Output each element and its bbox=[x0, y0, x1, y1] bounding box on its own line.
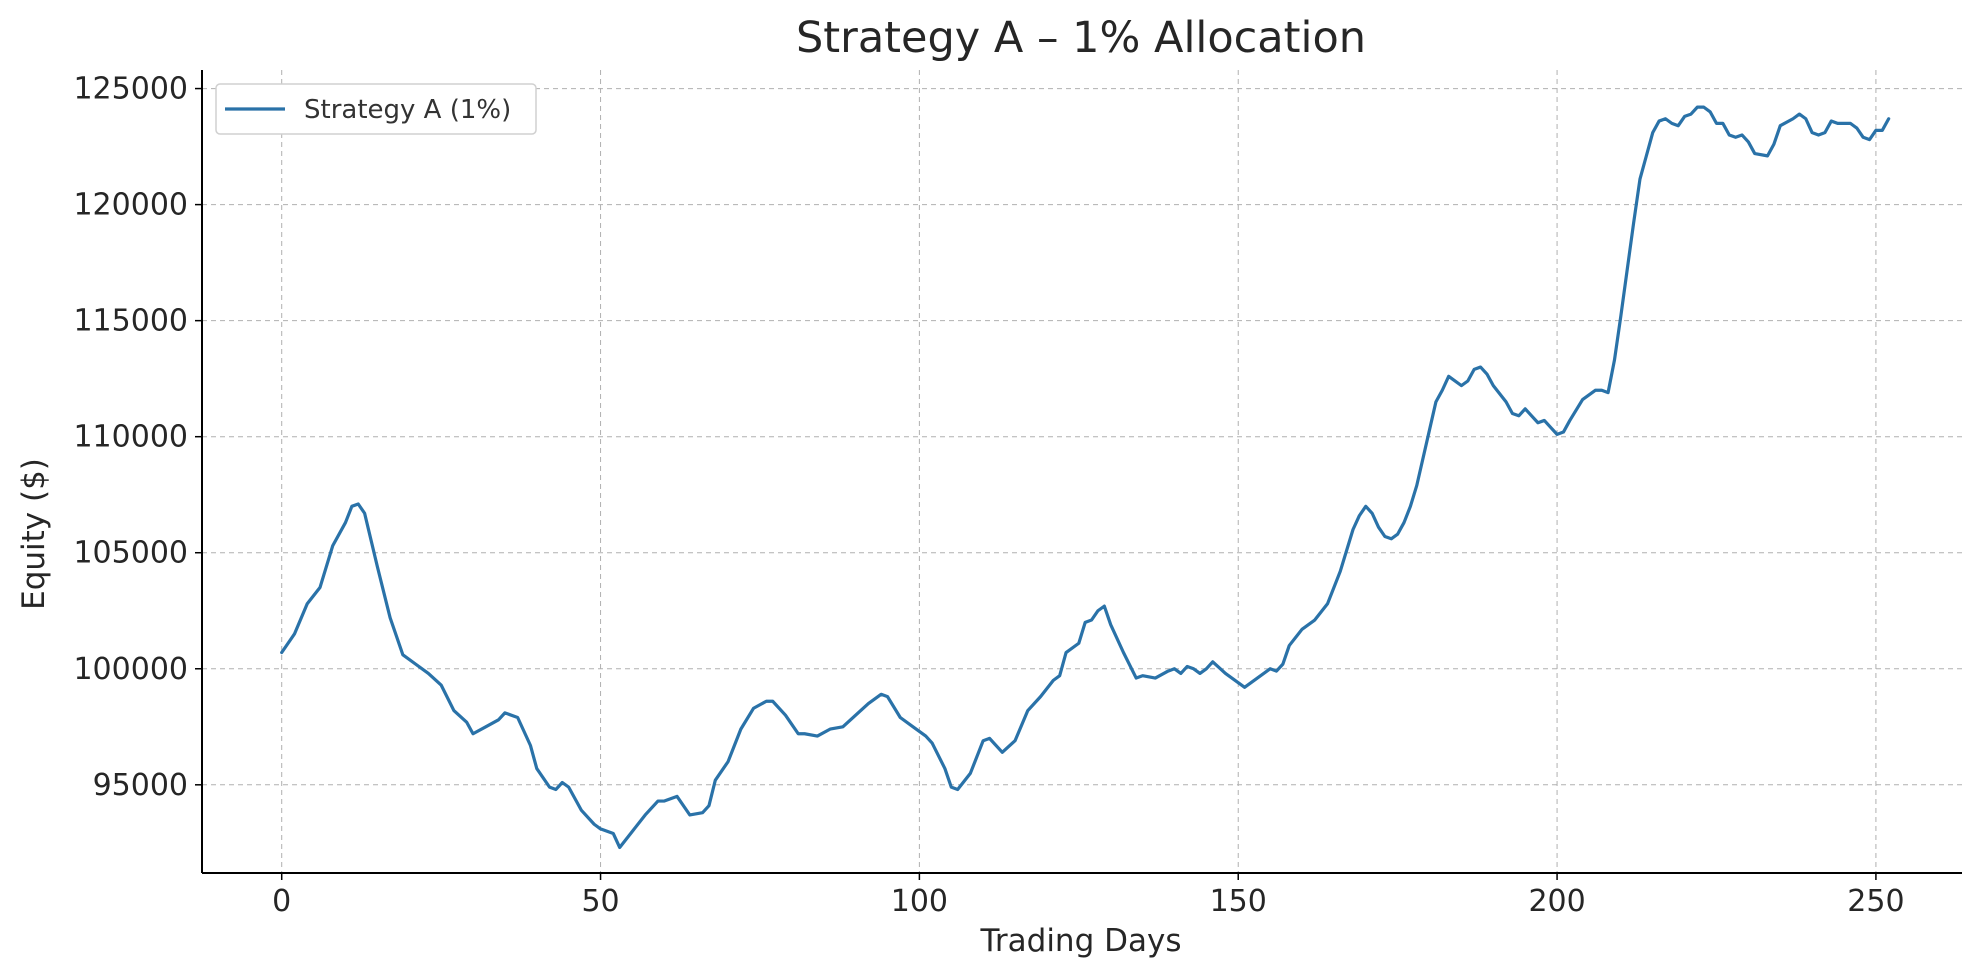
y-tick-label: 120000 bbox=[73, 188, 188, 223]
y-tick-label: 95000 bbox=[93, 768, 188, 803]
y-tick-label: 100000 bbox=[73, 652, 188, 687]
x-tick-label: 0 bbox=[272, 884, 291, 919]
y-tick-label: 125000 bbox=[73, 72, 188, 107]
x-axis-title: Trading Days bbox=[980, 923, 1182, 959]
x-tick-label: 50 bbox=[581, 884, 619, 919]
x-tick-label: 200 bbox=[1528, 884, 1585, 919]
x-tick-label: 100 bbox=[891, 884, 948, 919]
x-tick-label: 150 bbox=[1210, 884, 1267, 919]
y-tick-label: 115000 bbox=[73, 304, 188, 339]
legend: Strategy A (1%) bbox=[215, 83, 537, 135]
y-axis-title: Equity ($) bbox=[16, 458, 52, 610]
ticks-layer: 0 50 100 150 200 250 95000 100000 105000 110000 11… bbox=[73, 72, 1904, 919]
series-layer bbox=[280, 105, 1891, 850]
grid-layer bbox=[202, 70, 1962, 873]
y-tick-label: 105000 bbox=[73, 536, 188, 571]
legend-box bbox=[215, 83, 537, 135]
x-tick-label: 250 bbox=[1847, 884, 1904, 919]
legend-label: Strategy A (1%) bbox=[304, 95, 511, 125]
axes-layer bbox=[201, 70, 1962, 874]
y-tick-label: 110000 bbox=[73, 420, 188, 455]
series-line-0 bbox=[280, 105, 1891, 850]
chart-title: Strategy A – 1% Allocation bbox=[796, 13, 1366, 63]
